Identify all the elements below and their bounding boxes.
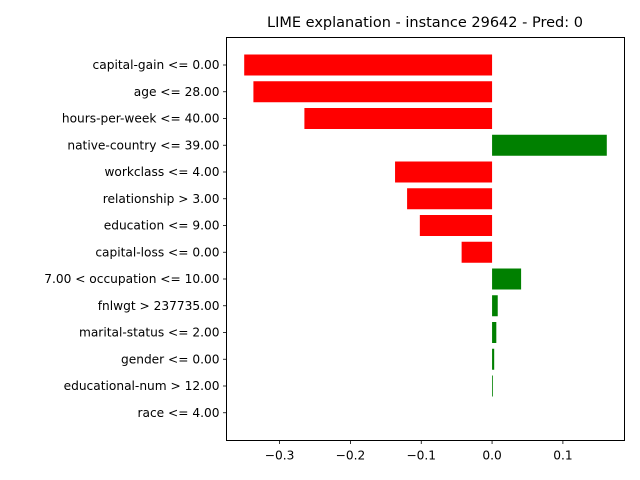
bar-2 (304, 108, 493, 129)
plot-frame (226, 37, 625, 441)
bar-10 (492, 322, 497, 343)
y-tick-label-11: gender <= 0.00 (121, 352, 220, 366)
x-tick-label-0: −0.3 (265, 449, 295, 463)
bar-5 (407, 188, 493, 210)
y-tick-label-13: race <= 4.00 (138, 406, 220, 420)
bar-12 (492, 375, 493, 397)
chart-title: LIME explanation - instance 29642 - Pred… (267, 15, 583, 31)
y-tick-label-8: 7.00 < occupation <= 10.00 (44, 272, 219, 286)
y-tick-label-3: native-country <= 39.00 (67, 138, 219, 152)
bar-3 (492, 134, 607, 156)
bar-8 (492, 268, 522, 290)
y-tick-label-10: marital-status <= 2.00 (79, 326, 220, 340)
y-tick-label-12: educational-num > 12.00 (64, 379, 220, 393)
bar-6 (419, 215, 493, 236)
x-tick-label-4: 0.1 (553, 449, 572, 463)
y-tick-label-5: relationship > 3.00 (103, 192, 220, 206)
y-tick-label-9: fnlwgt > 237735.00 (98, 299, 220, 313)
x-ticks: −0.3 −0.2 −0.1 0.0 0.1 (265, 440, 573, 463)
bar-0 (244, 54, 493, 76)
x-tick-label-3: 0.0 (482, 449, 501, 463)
bar-1 (253, 81, 493, 103)
y-tick-labels: capital-gain <= 0.00 age <= 28.00 hours-pe… (44, 58, 227, 420)
y-tick-label-7: capital-loss <= 0.00 (95, 245, 219, 259)
y-tick-label-4: workclass <= 4.00 (104, 165, 219, 179)
bar-11 (492, 348, 495, 370)
bars-group (244, 54, 607, 397)
bar-4 (395, 161, 493, 183)
y-tick-label-1: age <= 28.00 (134, 85, 220, 99)
bar-9 (492, 295, 498, 317)
y-tick-label-0: capital-gain <= 0.00 (93, 58, 220, 72)
bar-7 (461, 241, 493, 263)
y-tick-label-2: hours-per-week <= 40.00 (62, 112, 220, 126)
x-tick-label-2: −0.1 (406, 449, 436, 463)
y-tick-label-6: education <= 9.00 (104, 219, 220, 233)
x-tick-label-1: −0.2 (336, 449, 366, 463)
